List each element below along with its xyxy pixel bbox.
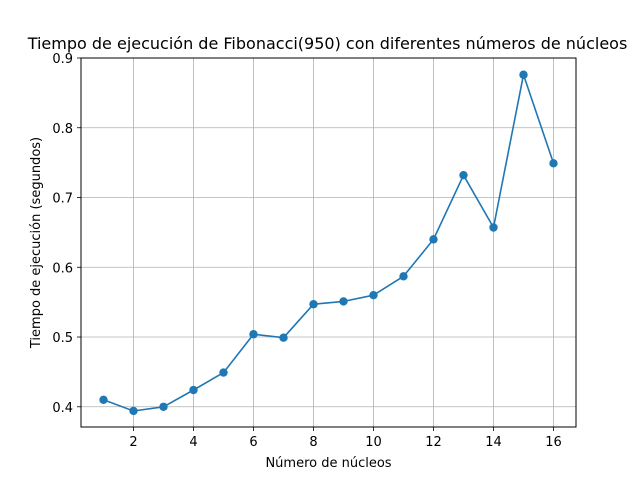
y-axis-label: Tiempo de ejecución (segundos)	[29, 137, 44, 349]
data-point	[399, 272, 408, 281]
x-tick-label: 4	[189, 435, 197, 450]
data-point	[279, 333, 288, 342]
series-layer	[99, 70, 558, 416]
y-tick-label: 0.4	[52, 401, 73, 416]
ticks: 2 4 6 8 10 12 14 16 0.4 0.5 0.6 0.7 0.8 0.9	[52, 52, 561, 450]
x-tick-label: 12	[425, 435, 442, 450]
y-tick-label: 0.8	[52, 122, 73, 137]
x-tick-label: 16	[545, 435, 562, 450]
y-tick-label: 0.9	[52, 52, 73, 67]
x-tick-label: 10	[365, 435, 382, 450]
series-line	[103, 73, 555, 412]
data-point	[159, 402, 168, 411]
data-point	[129, 406, 138, 416]
x-axis-label: Número de núcleos	[265, 456, 391, 471]
chart-title: Tiempo de ejecución de Fibonacci(950) co…	[27, 34, 628, 53]
data-point	[429, 235, 438, 244]
data-point	[309, 300, 318, 309]
data-point	[339, 297, 348, 306]
x-tick-label: 2	[129, 435, 137, 450]
y-tick-label: 0.7	[52, 192, 73, 207]
x-tick-label: 6	[249, 435, 257, 450]
axes-frame	[80, 57, 577, 428]
y-tick-label: 0.6	[52, 261, 73, 276]
x-tick-label: 14	[485, 435, 502, 450]
data-point	[519, 70, 528, 79]
y-tick-label: 0.5	[52, 331, 73, 346]
data-point	[549, 159, 558, 168]
data-point	[459, 170, 468, 180]
data-point	[489, 223, 498, 232]
data-point	[99, 395, 108, 404]
data-point	[249, 330, 258, 339]
data-point	[369, 290, 378, 300]
data-point	[189, 385, 198, 395]
x-tick-label: 8	[309, 435, 317, 450]
data-point	[219, 368, 228, 377]
